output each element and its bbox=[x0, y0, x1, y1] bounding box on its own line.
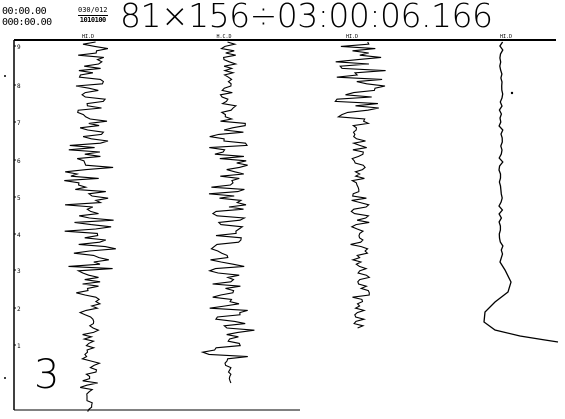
timecode-bottom: 000:00.00 bbox=[2, 17, 52, 28]
mini-readout-stack: 030/012 1010100 bbox=[78, 6, 108, 24]
header-bar: 00:00.00 000:00.00 030/012 1010100 81×15… bbox=[0, 0, 565, 38]
axis-tick-label: 6 bbox=[17, 158, 21, 165]
axis-tick-label: 3 bbox=[17, 268, 21, 275]
timecode-top: 00:00.00 bbox=[2, 6, 47, 17]
axis-tick-label: 8 bbox=[17, 83, 21, 90]
channel-label: HI.D bbox=[82, 34, 94, 40]
axis-tick-label: 9 bbox=[17, 44, 21, 51]
main-readout: 81×156÷03:00:06.166 bbox=[120, 0, 493, 35]
channel-label: HI.D bbox=[500, 34, 512, 40]
axis-tick-label: 2 bbox=[17, 306, 21, 313]
channel-labels: HI.D H.C.D HI.D HI.D bbox=[82, 34, 512, 40]
mini-readout-bottom: 1010100 bbox=[79, 16, 107, 24]
axis-ticks: 9 8 7 6 5 4 3 2 1 bbox=[4, 44, 21, 379]
axis-tick-label: 1 bbox=[17, 343, 21, 350]
channel-label: HI.D bbox=[346, 34, 358, 40]
trace-2 bbox=[200, 41, 255, 384]
channel-label: H.C.D bbox=[216, 34, 231, 40]
trace-4 bbox=[483, 41, 559, 343]
axis-tick-label: 4 bbox=[17, 232, 21, 239]
trace-4-dot bbox=[510, 91, 514, 95]
corner-number: 3 bbox=[34, 352, 60, 398]
axis-tick-label: 7 bbox=[17, 120, 21, 127]
mini-readout-top: 030/012 bbox=[78, 6, 108, 16]
traces bbox=[64, 41, 559, 412]
axis-tick-label: 5 bbox=[17, 195, 21, 202]
trace-1 bbox=[64, 41, 116, 412]
trace-3 bbox=[334, 41, 386, 329]
margin-dot bbox=[4, 377, 6, 379]
margin-dot bbox=[4, 75, 6, 77]
timecode-stack: 00:00.00 000:00.00 bbox=[2, 6, 52, 28]
